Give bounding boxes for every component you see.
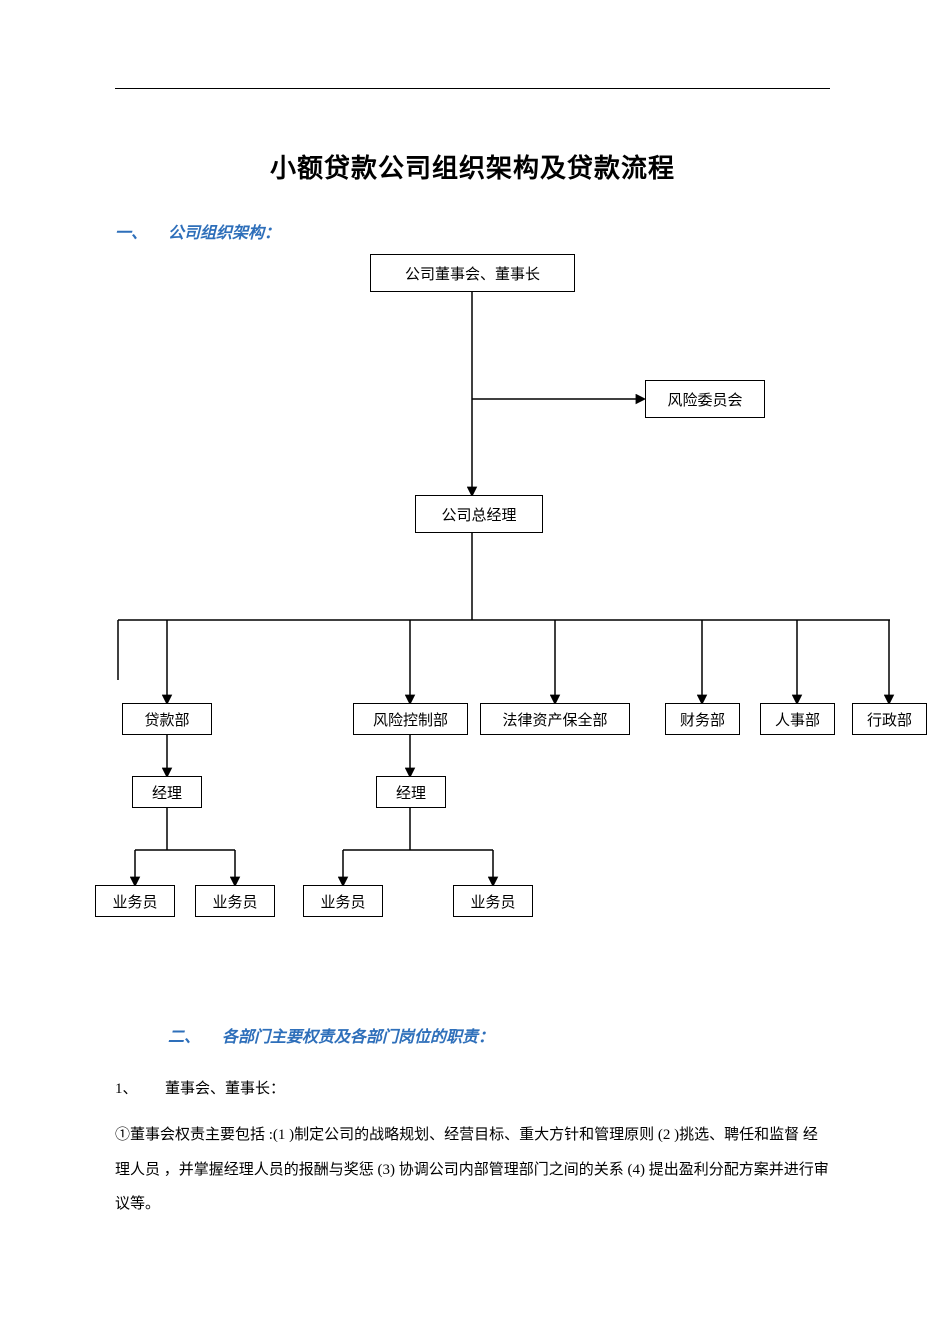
node-s2: 业务员 [195, 885, 275, 917]
node-s4: 业务员 [453, 885, 533, 917]
node-riskctl: 风险控制部 [353, 703, 468, 735]
item1-title: 董事会、董事长： [165, 1081, 285, 1097]
node-hr: 人事部 [760, 703, 835, 735]
body-para1: ①董事会权责主要包括 :(1 )制定公司的战略规划、经营目标、重大方针和管理原则… [115, 1118, 830, 1222]
node-gm: 公司总经理 [415, 495, 543, 533]
node-mgr2: 经理 [376, 776, 446, 808]
section2-text: 各部门主要权责及各部门岗位的职责： [222, 1023, 494, 1047]
section2-num: 二、 [168, 1023, 200, 1047]
node-finance: 财务部 [665, 703, 740, 735]
node-s1: 业务员 [95, 885, 175, 917]
para1-text: ①董事会权责主要包括 :(1 )制定公司的战略规划、经营目标、重大方针和管理原则… [115, 1127, 829, 1212]
node-board: 公司董事会、董事长 [370, 254, 575, 292]
item1-num: 1、 [115, 1072, 165, 1107]
page: 小额贷款公司组织架构及贷款流程 一、 公司组织架构： 公司董事会、董事长风险委员… [0, 0, 945, 1337]
node-loan: 贷款部 [122, 703, 212, 735]
node-admin: 行政部 [852, 703, 927, 735]
node-legal: 法律资产保全部 [480, 703, 630, 735]
node-mgr1: 经理 [132, 776, 202, 808]
node-s3: 业务员 [303, 885, 383, 917]
node-risk_c: 风险委员会 [645, 380, 765, 418]
body-item1-header: 1、董事会、董事长： [115, 1072, 830, 1107]
